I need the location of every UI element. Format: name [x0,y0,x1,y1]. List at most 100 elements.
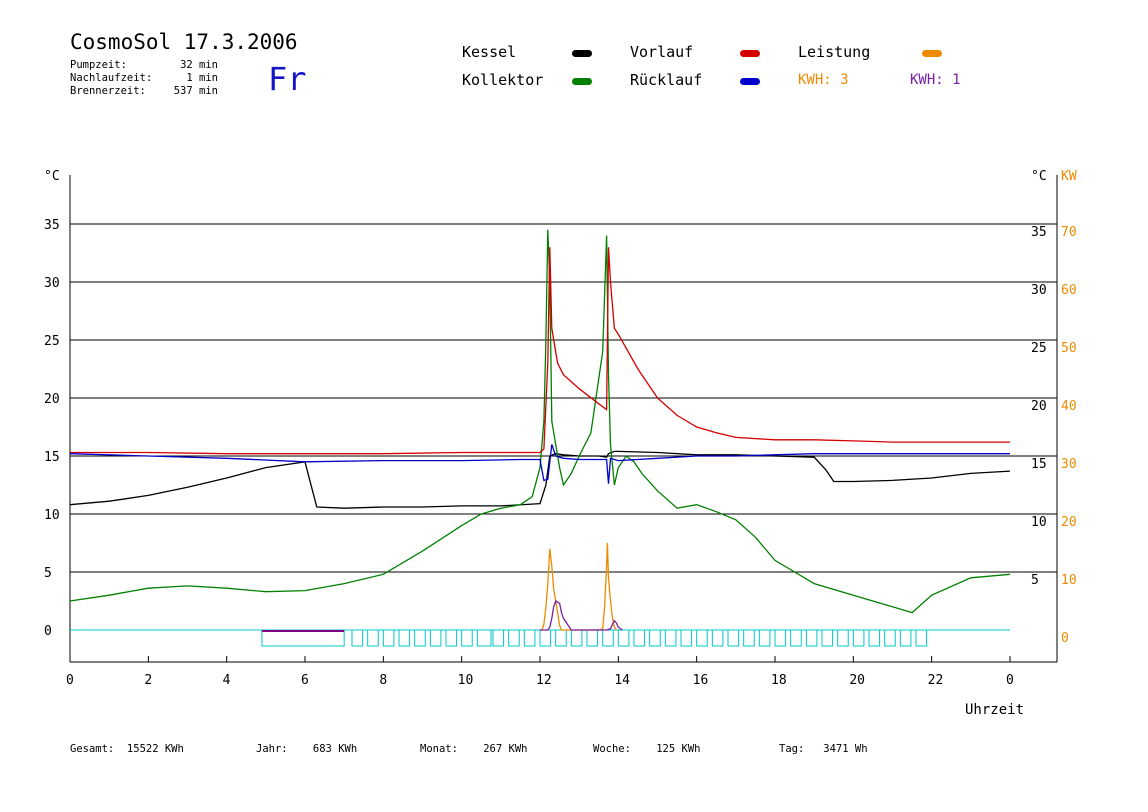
kwh-total-2: KWH: 1 [910,72,961,88]
legend-ruecklauf-swatch [740,78,760,85]
y-tick-label-left: 10 [44,508,60,523]
pump-activity-box [445,629,458,647]
legend-leistung-swatch [922,50,942,57]
y-tick-label-left: 20 [44,392,60,407]
footer-monat: Monat: 267 KWh [420,743,528,755]
y-axis-unit-right: °C [1031,169,1047,184]
y-axis-unit-left: °C [44,169,60,184]
pump-activity-box [743,629,755,647]
weekday-label: Fr [268,60,307,98]
brennerzeit-label: Brennerzeit: [70,85,146,97]
x-tick-label: 18 [771,673,787,688]
y2-tick-label: 40 [1061,399,1077,414]
pump-activity-box [758,629,771,647]
woche-label: Woche: [593,743,631,755]
gesamt-value: 15522 KWh [126,743,184,755]
y2-tick-label: 30 [1061,457,1077,472]
pump-activity-box [261,629,345,647]
pump-activity-box [727,629,740,647]
pumpzeit-value: 32 min [180,59,218,71]
pump-activity-box [633,629,646,647]
y-tick-label-left: 30 [44,276,60,291]
nachlaufzeit-value: 1 min [186,72,218,84]
pump-activity-box [680,629,693,647]
y-tick-label-right: 5 [1031,573,1039,588]
pump-activity-box [461,629,473,647]
pump-activity-box [821,629,834,647]
kwh-total-1: KWH: 3 [798,72,849,88]
pump-activity-box [852,629,865,647]
y-tick-label-left: 15 [44,450,60,465]
x-tick-label: 0 [1006,673,1014,688]
pump-activity-box [696,629,708,647]
y2-tick-label: 0 [1061,631,1069,646]
legend-kollektor-swatch [572,78,592,85]
jahr-value: 683 KWh [312,743,358,755]
legend-kessel-swatch [572,50,592,57]
x-tick-label: 4 [223,673,231,688]
pump-activity-box [617,629,630,647]
pump-activity-box [555,629,567,647]
pump-activity-box [790,629,802,647]
footer-jahr: Jahr: 683 KWh [256,743,357,755]
legend-vorlauf-swatch [740,50,760,57]
woche-value: 125 KWh [656,743,701,755]
pumpzeit-row: Pumpzeit: 32 min [70,59,218,72]
nachlaufzeit-row: Nachlaufzeit: 1 min [70,72,218,85]
x-tick-label: 2 [144,673,152,688]
y-tick-label-left: 5 [44,566,52,581]
y2-tick-label: 20 [1061,515,1077,530]
x-tick-label: 16 [693,673,709,688]
x-tick-label: 14 [614,673,630,688]
x-axis-title: Uhrzeit [965,702,1024,718]
pump-activity-box [805,629,818,647]
kwh2-label: KWH: [910,72,944,88]
kwh1-label: KWH: [798,72,832,88]
legend-vorlauf: Vorlauf [630,43,694,61]
pump-activity-box [523,629,536,647]
x-tick-label: 6 [301,673,309,688]
series-vorlauf [70,247,1010,455]
legend-leistung: Leistung [798,43,871,61]
series-kollektor [69,229,1011,614]
pump-activity-box [602,629,614,647]
series-ruecklauf [69,444,1010,484]
y-tick-label-left: 35 [44,218,60,233]
brennerzeit-row: Brennerzeit: 537 min [70,85,218,98]
pump-activity-box [539,629,552,647]
series-leistung2 [540,600,623,631]
pump-activity-box [664,629,677,647]
pump-activity-box [398,629,411,647]
y2-tick-label: 70 [1061,225,1077,240]
pump-activity-box [367,629,379,647]
pump-activity-box [884,629,896,647]
legend-kollektor: Kollektor [462,71,544,89]
tag-label: Tag: [779,743,805,755]
footer-woche: Woche: 125 KWh [593,743,701,755]
pump-activity-box [711,629,724,647]
pump-activity-box [476,629,492,647]
x-tick-label: 22 [928,673,944,688]
page-title: CosmoSol 17.3.2006 [70,30,298,54]
y-tick-label-right: 10 [1031,515,1047,530]
y-tick-label-left: 25 [44,334,60,349]
nachlaufzeit-label: Nachlaufzeit: [70,72,153,84]
y-tick-label-right: 15 [1031,457,1047,472]
pump-activity-box [508,629,520,647]
x-tick-label: 20 [849,673,865,688]
x-tick-label: 10 [458,673,474,688]
jahr-label: Jahr: [256,743,288,755]
footer-gesamt: Gesamt: 15522 KWh [70,743,184,755]
pump-activity-box [586,629,599,647]
y-tick-label-right: 35 [1031,225,1047,240]
pump-activity-box [492,629,505,647]
footer-tag: Tag: 3471 Wh [779,743,868,755]
y2-axis-unit: KW [1061,169,1077,184]
pump-activity-box [649,629,661,647]
x-tick-label: 12 [536,673,552,688]
x-tick-label: 0 [66,673,74,688]
pump-activity-box [837,629,849,647]
pump-activity-box [774,629,787,647]
series-leistung [540,542,617,631]
